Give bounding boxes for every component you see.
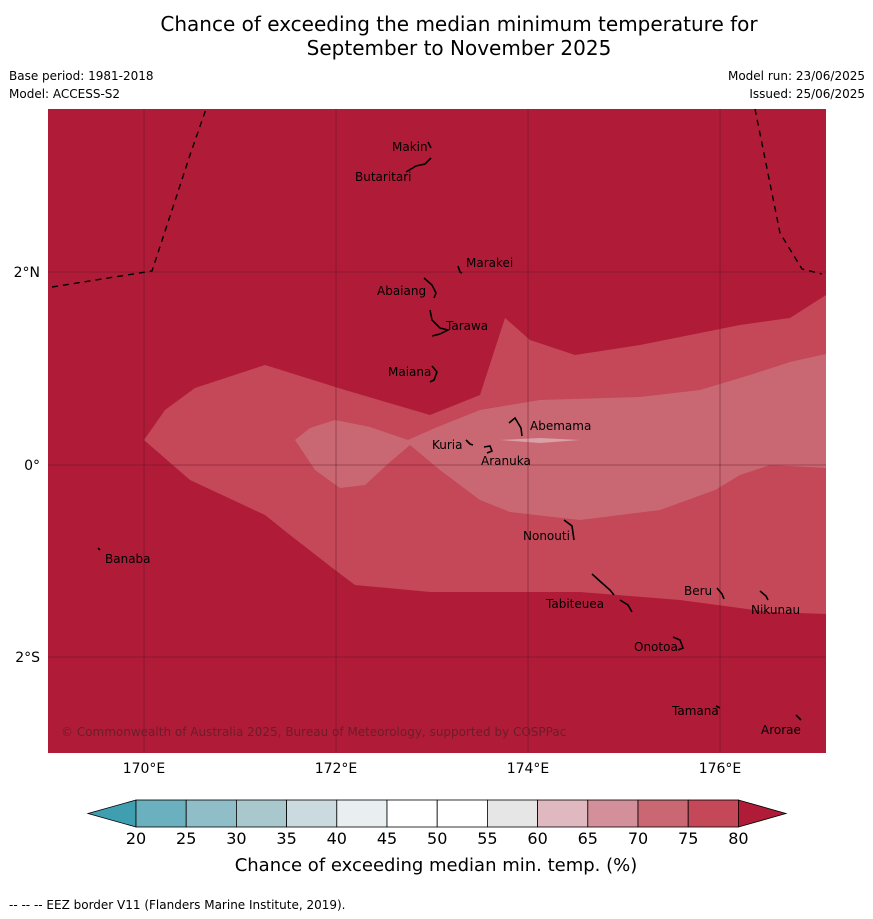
- island-onotoa: [672, 636, 685, 651]
- colorbar-cell: [386, 799, 438, 828]
- island-nikunau: [759, 590, 769, 601]
- place-kuria: Kuria: [432, 438, 463, 452]
- title-line-2: September to November 2025: [306, 36, 612, 60]
- place-tamana: Tamana: [671, 704, 719, 718]
- colorbar-tick-label: 80: [728, 829, 748, 848]
- meta-right: Model run: 23/06/2025 Issued: 25/06/2025: [728, 67, 865, 103]
- colorbar-label: Chance of exceeding median min. temp. (%…: [235, 855, 638, 876]
- colorbar-cell: [135, 799, 187, 828]
- island-nonouti: [563, 519, 575, 541]
- place-nonouti: Nonouti: [523, 529, 570, 543]
- island-maiana: [429, 365, 438, 383]
- meta-left: Base period: 1981-2018 Model: ACCESS-S2: [9, 67, 154, 103]
- place-maiana: Maiana: [388, 365, 431, 379]
- island-banaba: [97, 547, 101, 551]
- model-name: Model: ACCESS-S2: [9, 87, 121, 101]
- chart-title: Chance of exceeding the median minimum t…: [0, 12, 873, 60]
- colorbar-tick-label: 25: [176, 829, 196, 848]
- island-kuria: [465, 439, 474, 446]
- colorbar-tick-label: 30: [226, 829, 246, 848]
- colorbar-cell: [687, 799, 739, 828]
- colorbar-tick-label: 60: [527, 829, 547, 848]
- lat-label-2s: 2°S: [15, 650, 40, 666]
- colorbar-cell: [235, 799, 287, 828]
- island-beru: [716, 587, 725, 600]
- island-marakei: [457, 265, 463, 274]
- copyright-notice: © Commonwealth of Australia 2025, Bureau…: [61, 725, 566, 739]
- lat-label-2n: 2°N: [14, 265, 40, 281]
- place-tabiteuea: Tabiteuea: [545, 597, 604, 611]
- place-abemama: Abemama: [530, 419, 591, 433]
- light-patch: [500, 438, 580, 443]
- colorbar-tick-label: 70: [628, 829, 648, 848]
- lat-label-0: 0°: [24, 458, 40, 474]
- colorbar-cell: [637, 799, 689, 828]
- island-tabiteuea: [591, 573, 633, 613]
- issued-date: Issued: 25/06/2025: [749, 87, 865, 101]
- colorbar-tick-label: 50: [427, 829, 447, 848]
- place-arorae: Arorae: [761, 723, 801, 737]
- island-tamana: [715, 705, 721, 709]
- island-tarawa: [429, 309, 451, 337]
- colorbar-cell: [436, 799, 488, 828]
- place-labels: Makin Butaritari Marakei Abaiang Tarawa …: [105, 140, 801, 737]
- lon-label-176e: 176°E: [699, 761, 742, 777]
- colorbar-cell: [185, 799, 237, 828]
- place-onotoa: Onotoa: [634, 640, 678, 654]
- colorbar-cell: [286, 799, 338, 828]
- place-aranuka: Aranuka: [481, 454, 531, 468]
- island-abemama: [508, 416, 523, 437]
- colorbar-tick-label: 35: [276, 829, 296, 848]
- model-run: Model run: 23/06/2025: [727, 69, 865, 83]
- title-line-1: Chance of exceeding the median minimum t…: [160, 12, 758, 36]
- colorbar-cell: [587, 799, 639, 828]
- colorbar-cell: [486, 799, 538, 828]
- gridlines: [48, 109, 826, 753]
- colorbar-tick-label: 40: [327, 829, 347, 848]
- lat-labels: 2°N 0° 2°S: [14, 265, 41, 666]
- colorbar-tick-label: 20: [126, 829, 146, 848]
- island-arorae: [795, 714, 802, 721]
- eez-border: [51, 108, 823, 288]
- colorbar-arrow-high: [738, 799, 788, 828]
- place-tarawa: Tarawa: [445, 319, 488, 333]
- place-marakei: Marakei: [466, 256, 513, 270]
- lon-labels: 170°E 172°E 174°E 176°E: [123, 761, 742, 777]
- place-butaritari: Butaritari: [355, 170, 412, 184]
- island-makin: [427, 141, 432, 149]
- colorbar: 20 25 30 35 40 45 50 55 60 65 70 75 80: [86, 799, 788, 848]
- place-makin: Makin: [392, 140, 428, 154]
- island-aranuka: [483, 445, 494, 454]
- lon-label-172e: 172°E: [315, 761, 358, 777]
- island-abaiang: [423, 277, 437, 299]
- colorbar-tick-label: 55: [477, 829, 497, 848]
- place-abaiang: Abaiang: [377, 284, 426, 298]
- lon-label-170e: 170°E: [123, 761, 166, 777]
- island-butaritari: [405, 157, 432, 173]
- colorbar-tick-label: 45: [377, 829, 397, 848]
- colorbar-cell: [336, 799, 388, 828]
- place-banaba: Banaba: [105, 552, 151, 566]
- colorbar-tick-label: 75: [678, 829, 698, 848]
- lon-label-174e: 174°E: [507, 761, 550, 777]
- colorbar-tick-label: 65: [578, 829, 598, 848]
- place-beru: Beru: [684, 584, 712, 598]
- eez-footnote: -- -- -- EEZ border V11 (Flanders Marine…: [9, 898, 346, 912]
- place-nikunau: Nikunau: [751, 603, 800, 617]
- islands: [97, 141, 802, 721]
- base-period: Base period: 1981-2018: [9, 69, 154, 83]
- band-70-75: [295, 354, 826, 520]
- colorbar-cell: [537, 799, 589, 828]
- colorbar-arrow-low: [86, 799, 137, 828]
